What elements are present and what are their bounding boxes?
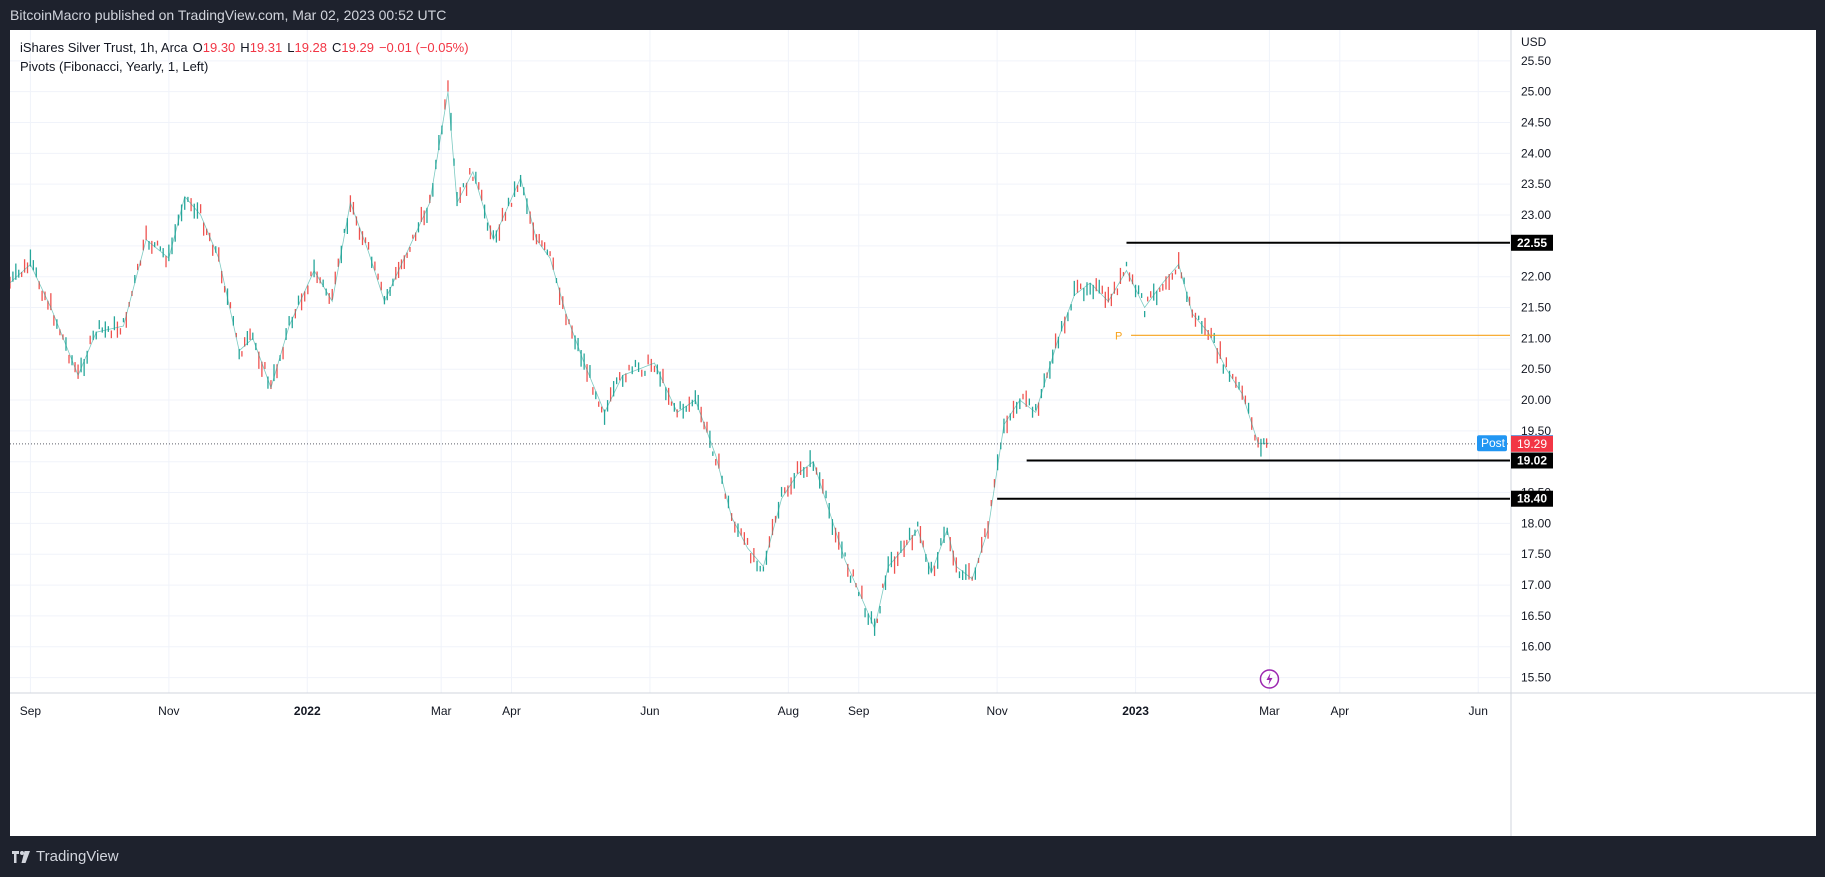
level-label: 22.55 — [1517, 236, 1547, 250]
currency-label: USD — [1521, 35, 1547, 49]
pivot-label: P — [1115, 330, 1122, 342]
y-tick-label: 25.00 — [1521, 85, 1551, 99]
y-tick-label: 24.50 — [1521, 116, 1551, 130]
last-price-label: 19.29 — [1517, 437, 1547, 451]
y-tick-label: 16.00 — [1521, 640, 1551, 654]
level-label: 19.02 — [1517, 453, 1547, 467]
publisher-bar: BitcoinMacro published on TradingView.co… — [0, 0, 1825, 30]
y-tick-label: 20.50 — [1521, 362, 1551, 376]
indicator-label[interactable]: Pivots (Fibonacci, Yearly, 1, Left) — [20, 59, 209, 74]
post-tag-bg — [1477, 435, 1507, 452]
tradingview-logo: TradingView — [12, 848, 119, 865]
tradingview-icon — [12, 850, 30, 863]
x-tick-label: Nov — [986, 704, 1007, 718]
x-tick-label: Apr — [1330, 704, 1349, 718]
y-tick-label: 23.50 — [1521, 177, 1551, 191]
y-tick-label: 18.00 — [1521, 516, 1551, 530]
close-label: C — [332, 40, 342, 55]
x-tick-label: Sep — [848, 704, 870, 718]
y-tick-label: 15.50 — [1521, 671, 1551, 685]
open-value: 19.30 — [202, 40, 236, 55]
y-tick-label: 24.00 — [1521, 146, 1551, 160]
level-label: 18.40 — [1517, 492, 1547, 506]
level-label-bg — [1511, 452, 1553, 469]
x-tick-label: 2023 — [1122, 704, 1149, 718]
high-value: 19.31 — [249, 40, 283, 55]
x-tick-label: 2022 — [294, 704, 321, 718]
x-tick-label: Apr — [502, 704, 521, 718]
price-series-line — [10, 91, 1270, 630]
y-tick-label: 19.50 — [1521, 424, 1551, 438]
y-tick-label: 21.50 — [1521, 301, 1551, 315]
footer-bar: TradingView — [0, 836, 1825, 877]
indicator-row[interactable]: Pivots (Fibonacci, Yearly, 1, Left) — [20, 57, 469, 76]
level-label-bg — [1511, 490, 1553, 507]
low-label: L — [287, 40, 295, 55]
open-label: O — [192, 40, 203, 55]
y-tick-label: 16.50 — [1521, 609, 1551, 623]
y-tick-label: 20.00 — [1521, 393, 1551, 407]
y-tick-label: 21.00 — [1521, 331, 1551, 345]
y-tick-label: 23.00 — [1521, 208, 1551, 222]
tradingview-wordmark: TradingView — [36, 848, 119, 865]
y-tick-label: 17.50 — [1521, 547, 1551, 561]
price-chart[interactable]: 15.5016.0016.5017.0017.5018.0018.5019.00… — [10, 30, 1816, 836]
close-value: 19.29 — [341, 40, 374, 55]
lightning-icon — [1266, 673, 1273, 685]
high-label: H — [240, 40, 250, 55]
x-tick-label: Sep — [20, 704, 42, 718]
x-tick-label: Jun — [1469, 704, 1488, 718]
y-tick-label: 17.00 — [1521, 578, 1551, 592]
symbol-title: iShares Silver Trust, 1h, Arca — [20, 40, 188, 55]
x-tick-label: Mar — [431, 704, 452, 718]
post-tag-label: Post — [1481, 436, 1506, 450]
change-value: −0.01 (−0.05%) — [378, 40, 469, 55]
low-value: 19.28 — [294, 40, 328, 55]
x-tick-label: Jun — [640, 704, 659, 718]
event-icon — [1259, 669, 1280, 689]
x-tick-label: Mar — [1259, 704, 1280, 718]
chart-panel[interactable]: 15.5016.0016.5017.0017.5018.0018.5019.00… — [10, 30, 1816, 836]
x-tick-label: Aug — [778, 704, 799, 718]
level-label-bg — [1511, 234, 1553, 251]
ohlc-row: iShares Silver Trust, 1h, Arca O19.30 H1… — [20, 38, 469, 57]
publisher-text: BitcoinMacro published on TradingView.co… — [10, 7, 447, 23]
x-tick-label: Nov — [158, 704, 179, 718]
last-price-bg — [1511, 435, 1553, 452]
chart-legend: iShares Silver Trust, 1h, Arca O19.30 H1… — [20, 38, 469, 76]
y-tick-label: 25.50 — [1521, 54, 1551, 68]
y-tick-label: 22.00 — [1521, 270, 1551, 284]
